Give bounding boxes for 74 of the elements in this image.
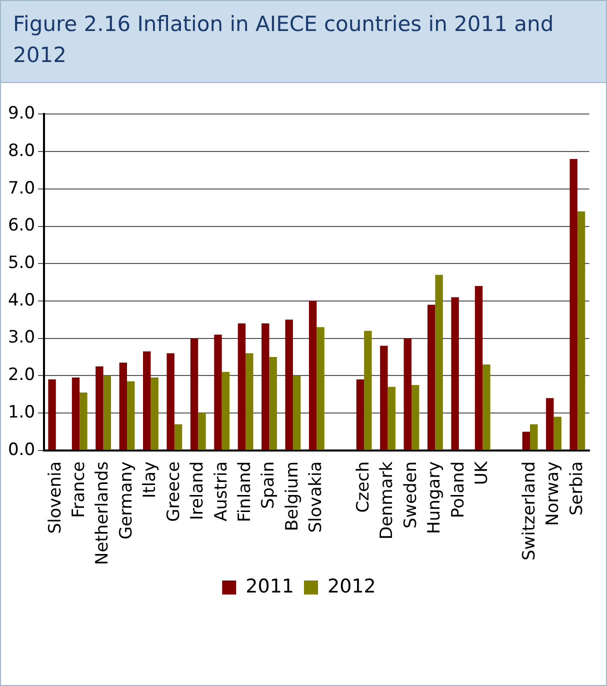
- bar: [119, 362, 128, 450]
- x-tick-label: Denmark: [377, 461, 398, 540]
- x-tick-label: Slovakia: [306, 461, 326, 533]
- bar: [316, 327, 324, 450]
- x-tick-label: Germany: [116, 461, 136, 540]
- bar: [435, 274, 443, 450]
- bar: [72, 378, 80, 450]
- bar: [262, 323, 270, 450]
- bar: [570, 159, 578, 450]
- chart-title: Figure 2.16 Inflation in AIECE countries in 2011 and 2012: [1, 1, 606, 83]
- bar: [364, 330, 372, 450]
- x-tick-label: Switzerland: [519, 461, 540, 561]
- x-tick-label: Serbia: [566, 461, 587, 516]
- y-tick-label: 3.0: [8, 328, 36, 348]
- bar: [308, 300, 317, 450]
- y-tick-label: 2.0: [8, 365, 36, 386]
- bar: [246, 353, 254, 450]
- bar: [474, 286, 483, 450]
- x-tick-label: Austria: [211, 461, 232, 522]
- bar: [427, 304, 436, 450]
- bar: [451, 297, 459, 450]
- bar: [546, 398, 554, 450]
- bar: [214, 334, 222, 450]
- x-tick-label: Norway: [543, 461, 564, 526]
- bar: [404, 338, 412, 450]
- bar: [48, 379, 56, 450]
- bar: [238, 323, 246, 450]
- bar: [190, 338, 198, 450]
- bar: [554, 416, 562, 450]
- bar: [292, 376, 301, 450]
- legend-label: 2012: [328, 575, 376, 598]
- x-tick-label: UK: [472, 460, 492, 485]
- y-tick-label: 6.0: [8, 216, 36, 236]
- bar: [285, 320, 293, 450]
- bar: [380, 346, 388, 450]
- bar: [127, 381, 135, 450]
- y-tick-label: 0.0: [8, 440, 36, 460]
- x-tick-label: Slovenia: [45, 461, 66, 534]
- y-tick-label: 5.0: [8, 253, 36, 274]
- x-tick-label: Hungary: [424, 461, 445, 534]
- bar: [222, 372, 230, 450]
- x-tick-label: Greece: [164, 461, 184, 522]
- bar: [96, 366, 104, 450]
- bar: [143, 351, 151, 450]
- x-tick-label: Ireland: [188, 461, 208, 520]
- bar: [198, 413, 206, 450]
- bar: [577, 211, 586, 450]
- x-tick-label: Poland: [448, 461, 468, 518]
- bar: [388, 386, 396, 450]
- x-tick-label: Czech: [353, 461, 374, 513]
- y-tick-label: 1.0: [8, 402, 36, 422]
- bar: [530, 424, 538, 450]
- x-tick-label: Sweden: [400, 461, 421, 529]
- x-tick-label: Itlay: [140, 461, 160, 498]
- bar: [482, 364, 490, 450]
- y-tick-label: 8.0: [8, 140, 36, 161]
- x-tick-label: France: [69, 461, 90, 518]
- y-tick-label: 9.0: [8, 104, 36, 124]
- bar: [174, 424, 182, 450]
- bar: [166, 353, 174, 450]
- x-tick-label: Finland: [234, 461, 255, 522]
- x-tick-label: Belgium: [282, 461, 302, 532]
- bar: [269, 356, 277, 450]
- bar: [356, 379, 364, 450]
- bar: [522, 432, 530, 450]
- bar: [411, 385, 420, 450]
- y-tick-label: 7.0: [8, 178, 36, 198]
- x-tick-label: Netherlands: [92, 461, 113, 566]
- x-tick-label: Spain: [258, 461, 279, 509]
- legend-label: 2011: [246, 575, 294, 598]
- bar: [80, 392, 88, 450]
- bar: [150, 378, 158, 450]
- bar: [103, 376, 112, 450]
- y-tick-label: 4.0: [8, 290, 36, 310]
